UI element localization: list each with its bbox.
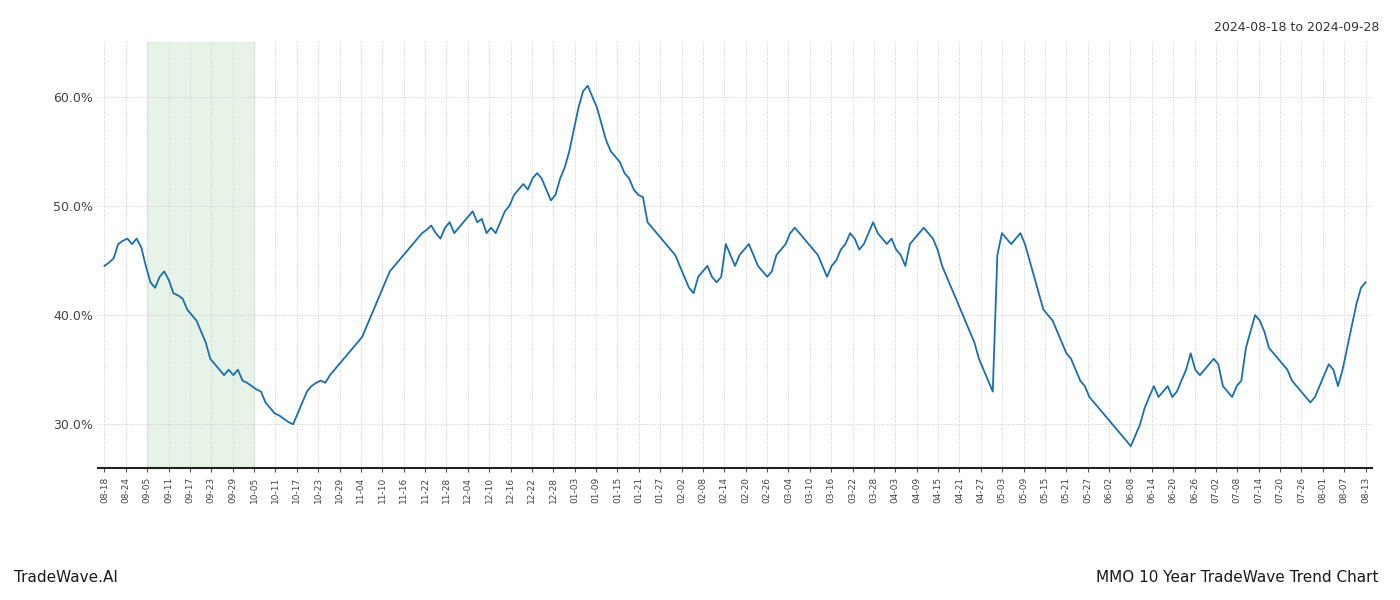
Text: 2024-08-18 to 2024-09-28: 2024-08-18 to 2024-09-28 xyxy=(1214,21,1379,34)
Bar xyxy=(147,42,253,468)
Text: MMO 10 Year TradeWave Trend Chart: MMO 10 Year TradeWave Trend Chart xyxy=(1096,570,1379,585)
Text: TradeWave.AI: TradeWave.AI xyxy=(14,570,118,585)
